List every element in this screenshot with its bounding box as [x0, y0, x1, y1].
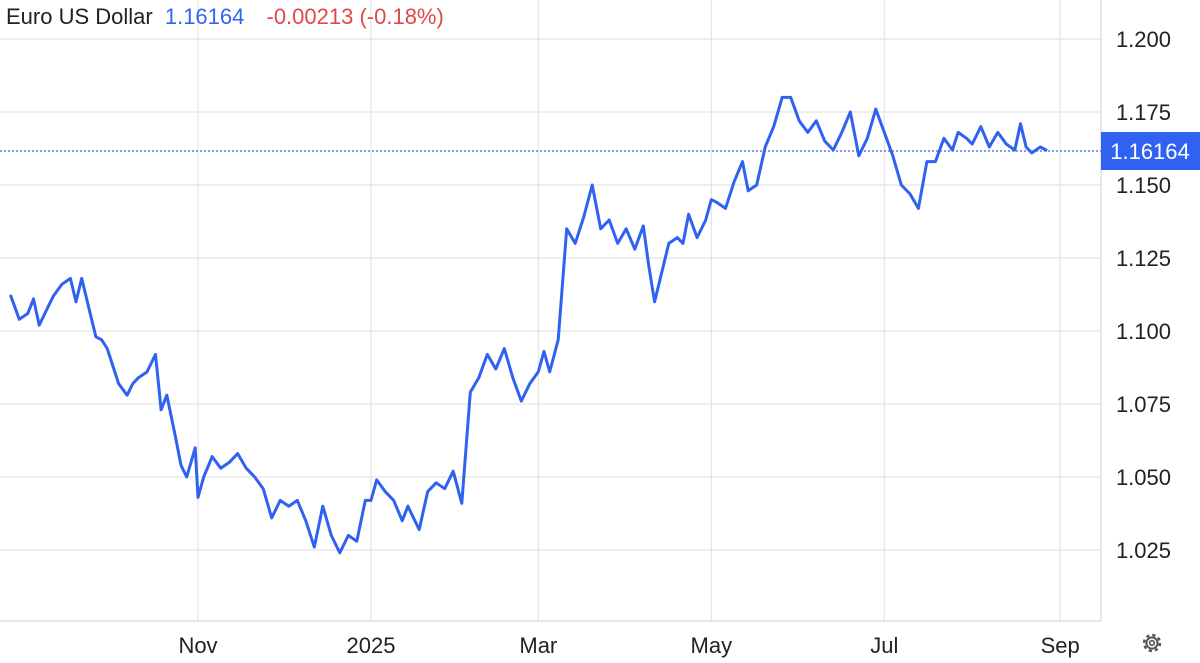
x-tick-label: May [691, 633, 733, 658]
x-tick-label: Sep [1041, 633, 1080, 658]
last-price-badge-background [1101, 132, 1200, 171]
x-tick-label: Jul [870, 633, 898, 658]
gear-icon[interactable] [1142, 633, 1162, 653]
y-tick-label: 1.125 [1116, 246, 1171, 271]
x-tick-label: Nov [178, 633, 217, 658]
y-tick-label: 1.050 [1116, 465, 1171, 490]
price-series-line [9, 95, 1048, 555]
last-price-badge-label: 1.16164 [1110, 139, 1190, 164]
y-tick-label: 1.150 [1116, 173, 1171, 198]
y-tick-label: 1.075 [1116, 392, 1171, 417]
y-tick-label: 1.175 [1116, 100, 1171, 125]
x-tick-label: Mar [519, 633, 557, 658]
y-axis: 1.200 1.175 1.150 1.125 1.100 1.075 1.050 1.025 [1116, 27, 1171, 563]
last-price-badge: 1.16164 [1101, 132, 1200, 171]
price-change: -0.00213 (-0.18%) [266, 4, 444, 29]
x-tick-label: 2025 [347, 633, 396, 658]
y-tick-label: 1.200 [1116, 27, 1171, 52]
current-price: 1.16164 [164, 4, 245, 29]
chart-header: Euro US Dollar 1.16164 -0.00213 (-0.18%) [6, 4, 444, 30]
y-tick-label: 1.100 [1116, 319, 1171, 344]
chart-grid [0, 0, 1102, 622]
x-axis: Nov 2025 Mar May Jul Sep [178, 633, 1079, 658]
instrument-title: Euro US Dollar [6, 4, 153, 29]
y-tick-label: 1.025 [1116, 538, 1171, 563]
